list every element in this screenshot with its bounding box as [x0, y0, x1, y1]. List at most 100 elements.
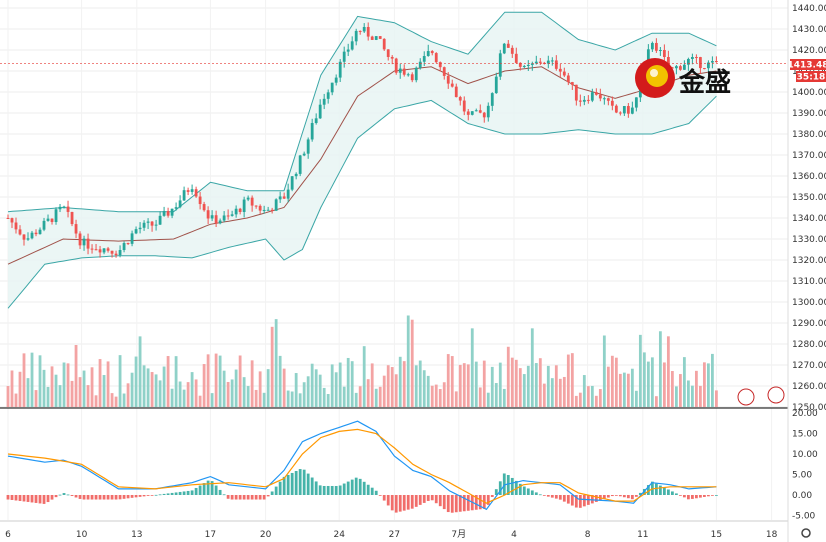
volume-bar: [106, 361, 110, 407]
price-tick-label: 1340.00: [792, 214, 826, 224]
volume-bar: [250, 360, 254, 407]
macd-histogram-bar: [634, 495, 638, 497]
candle-body: [506, 43, 510, 48]
macd-histogram-bar: [546, 495, 550, 497]
candle-body: [374, 36, 378, 40]
volume-bar: [454, 391, 458, 407]
date-tick-label: 11: [637, 530, 648, 540]
candle-body: [510, 47, 514, 54]
candle-body: [474, 110, 478, 112]
macd-tick-label: 0.00: [792, 491, 812, 501]
volume-bar: [678, 374, 682, 407]
candle-body: [130, 233, 134, 244]
macd-histogram-bar: [26, 495, 30, 502]
candle-body: [46, 218, 50, 221]
macd-histogram-bar: [474, 495, 478, 510]
volume-bar: [574, 395, 578, 407]
candle-body: [138, 227, 142, 230]
candle-body: [202, 204, 206, 211]
volume-bar: [318, 374, 322, 407]
event-flags[interactable]: [737, 386, 785, 406]
volume-bar: [98, 359, 102, 407]
volume-bar: [334, 372, 338, 407]
macd-histogram-bar: [602, 495, 606, 499]
candle-body: [422, 56, 426, 62]
volume-bar: [198, 395, 202, 407]
candle-body: [318, 104, 322, 119]
volume-bar: [558, 378, 562, 407]
gear-icon[interactable]: [801, 528, 811, 538]
volume-bar: [522, 374, 526, 407]
macd-panel: [6, 420, 718, 513]
volume-bar: [326, 393, 330, 407]
candle-body: [90, 248, 94, 250]
candle-body: [322, 98, 326, 105]
macd-histogram-bar: [202, 483, 206, 495]
candle-body: [502, 43, 506, 54]
volume-bar: [6, 386, 10, 407]
macd-histogram-bar: [654, 483, 658, 495]
candle-body: [58, 206, 62, 210]
macd-histogram-bar: [502, 473, 506, 495]
volume-bar: [618, 373, 622, 407]
volume-bar: [38, 355, 42, 407]
volume-bar: [654, 396, 658, 407]
settings-gear[interactable]: [801, 528, 811, 538]
macd-histogram-bar: [346, 481, 350, 495]
price-tick-label: 1400.00: [792, 88, 826, 98]
macd-histogram-bar: [326, 485, 330, 495]
macd-histogram-bar: [266, 495, 270, 497]
volume-bar: [578, 392, 582, 407]
candle-body: [42, 220, 46, 230]
candle-body: [590, 92, 594, 101]
candle-body: [626, 106, 630, 114]
candle-body: [118, 250, 122, 256]
volume-bar: [350, 361, 354, 407]
volume-bar: [414, 365, 418, 407]
candle-body: [258, 205, 262, 211]
logo-shine-icon: [650, 69, 658, 77]
macd-histogram-bar: [126, 495, 130, 499]
macd-tick-label: 20.00: [792, 409, 818, 419]
macd-histogram-bar: [106, 495, 110, 500]
macd-histogram-bar: [370, 487, 374, 495]
macd-histogram-bar: [538, 494, 542, 496]
volume-bar: [14, 393, 18, 407]
volume-bar: [22, 353, 26, 407]
macd-histogram-bar: [418, 495, 422, 505]
macd-histogram-bar: [34, 495, 38, 503]
volume-bar: [422, 370, 426, 407]
price-tick-label: 1250.00: [792, 403, 826, 413]
volume-bar: [530, 328, 534, 407]
volume-bar: [34, 390, 38, 407]
event-flag-icon[interactable]: [737, 388, 755, 406]
volume-bar: [594, 395, 598, 407]
last-price-box: [790, 59, 826, 70]
candle-body: [366, 26, 370, 37]
volume-bar: [66, 363, 70, 407]
event-flag-icon[interactable]: [767, 386, 785, 404]
volume-bar: [262, 392, 266, 407]
volume-bar: [114, 396, 118, 407]
volume-bar: [94, 395, 98, 407]
volume-bar: [86, 385, 90, 407]
price-tick-label: 1260.00: [792, 382, 826, 392]
candle-body: [498, 53, 502, 77]
candle-body: [86, 238, 90, 249]
volume-bar: [554, 365, 558, 407]
candle-body: [490, 93, 494, 106]
date-tick-label: 7月: [451, 529, 466, 540]
volume-bar: [234, 369, 238, 407]
date-tick-label: 10: [76, 530, 88, 540]
candle-body: [342, 51, 346, 62]
candle-body: [418, 61, 422, 68]
macd-histogram-bar: [334, 485, 338, 495]
macd-histogram-bar: [670, 491, 674, 495]
candle-body: [330, 82, 334, 93]
candle-body: [614, 105, 618, 113]
macd-histogram-bar: [710, 495, 714, 496]
candle-body: [174, 207, 178, 209]
volume-bar: [194, 379, 198, 407]
volume-bar: [222, 370, 226, 407]
candle-body: [326, 92, 330, 99]
